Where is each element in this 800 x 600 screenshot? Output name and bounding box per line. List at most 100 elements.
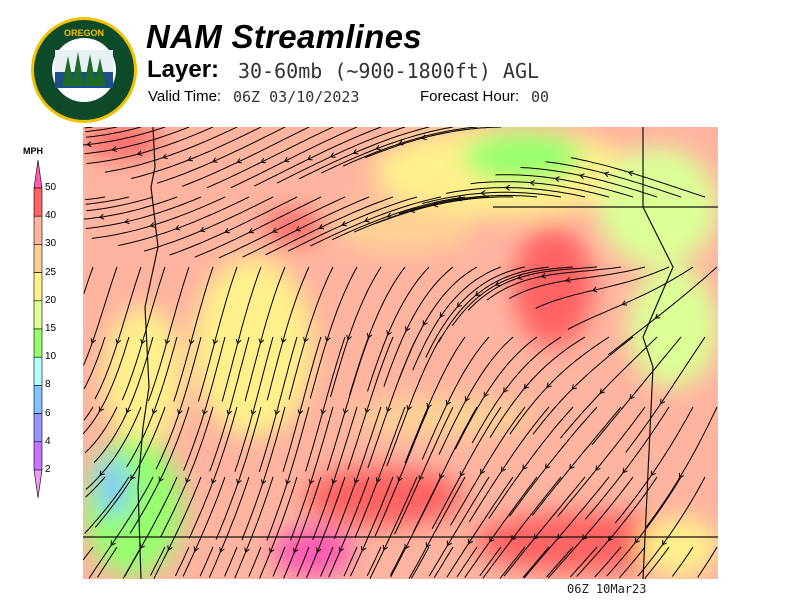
streamline-arrow — [352, 149, 359, 155]
streamline — [117, 196, 250, 247]
streamline — [547, 476, 634, 579]
streamline-arrow — [375, 477, 382, 483]
streamline — [169, 196, 298, 256]
streamline-arrow — [212, 339, 219, 345]
streamline — [523, 476, 610, 579]
streamline-arrow — [386, 330, 392, 336]
streamline-arrow — [571, 384, 578, 390]
streamline-arrow — [603, 171, 610, 178]
streamline — [557, 406, 646, 517]
streamline-arrow — [489, 536, 495, 543]
streamline-arrow — [111, 146, 117, 152]
streamline-arrow — [517, 274, 523, 280]
streamline — [644, 546, 670, 579]
streamline-arrow — [627, 170, 634, 177]
streamline — [532, 336, 634, 435]
streamline — [183, 336, 226, 471]
streamline-arrow — [258, 338, 265, 345]
streamline-arrow — [99, 470, 105, 477]
streamlines — [83, 127, 718, 579]
streamline — [86, 196, 154, 212]
streamline-arrow — [404, 543, 410, 550]
streamline-arrow — [545, 463, 551, 470]
streamline-arrow — [226, 409, 233, 416]
valid-time-label: Valid Time: — [148, 88, 222, 105]
streamline — [131, 127, 262, 179]
streamline-arrow — [342, 408, 349, 415]
streamline — [208, 476, 250, 578]
streamline-arrow — [591, 286, 598, 293]
streamline — [495, 174, 634, 198]
streamline-arrow — [581, 534, 588, 540]
streamline — [306, 476, 346, 579]
streamline-arrow — [110, 540, 116, 546]
streamline-arrow — [554, 176, 560, 182]
colorbar-segment — [33, 272, 43, 302]
streamline-arrow — [346, 334, 352, 341]
streamline-arrow — [315, 547, 322, 553]
streamline — [84, 406, 118, 454]
streamline — [671, 546, 694, 577]
streamline — [450, 406, 526, 526]
streamline-arrow — [202, 409, 208, 416]
streamline — [486, 266, 622, 301]
streamline-arrow — [140, 338, 146, 345]
colorbar-under-triangle — [33, 469, 43, 499]
streamline-arrow — [500, 466, 507, 473]
streamline — [328, 476, 370, 578]
streamline — [83, 266, 94, 294]
streamline — [451, 266, 574, 326]
colorbar-label: 4 — [45, 435, 51, 447]
streamline — [394, 406, 454, 535]
streamline-arrow — [158, 476, 164, 483]
streamline — [398, 266, 478, 380]
streamline — [645, 406, 718, 528]
streamline-arrow — [422, 320, 428, 326]
streamline-arrow — [385, 406, 392, 413]
streamline — [546, 546, 574, 578]
streamline — [330, 266, 382, 398]
streamline-arrow — [297, 409, 304, 415]
streamline — [482, 476, 562, 579]
streamline-arrow — [439, 473, 445, 479]
streamline — [410, 546, 430, 579]
streamline-arrow — [130, 474, 136, 481]
streamline-arrow — [260, 158, 266, 164]
streamline — [85, 406, 142, 490]
colorbar-label: 25 — [45, 266, 57, 278]
streamline — [560, 336, 658, 439]
streamline-arrow — [660, 398, 666, 405]
footer-timestamp: 06Z 10Mar23 — [567, 582, 647, 596]
streamline — [467, 266, 598, 311]
streamline-arrow — [650, 470, 656, 477]
streamline-arrow — [224, 227, 230, 234]
streamline — [545, 161, 682, 198]
streamline — [83, 406, 94, 421]
streamline-arrow — [599, 388, 605, 394]
streamline-arrow — [421, 134, 427, 141]
streamline — [97, 546, 118, 578]
streamline — [428, 476, 490, 577]
streamline — [489, 336, 586, 438]
streamline-arrow — [151, 408, 158, 415]
streamline — [188, 406, 238, 539]
streamline — [221, 266, 262, 402]
streamline — [272, 546, 286, 577]
streamline-arrow — [511, 535, 517, 541]
streamline — [343, 127, 478, 167]
streamline — [126, 336, 178, 468]
valid-time-value: 06Z 03/10/2023 — [233, 88, 360, 106]
colorbar-segment — [33, 300, 43, 330]
streamline-arrow — [607, 535, 614, 542]
streamline-arrow — [236, 478, 242, 485]
streamline — [290, 406, 334, 541]
streamline-arrow — [98, 213, 105, 220]
colorbar-segment — [33, 441, 43, 471]
streamline-arrow — [546, 382, 552, 388]
colorbar-label: 2 — [45, 464, 51, 475]
streamline — [85, 196, 106, 201]
streamline — [470, 181, 610, 198]
streamline — [509, 336, 610, 435]
streamline-arrow — [353, 478, 360, 484]
streamline-arrow — [595, 465, 601, 471]
